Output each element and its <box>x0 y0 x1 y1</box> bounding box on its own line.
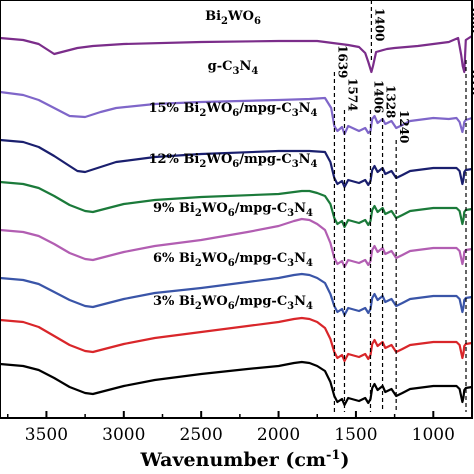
series-label-6: 3% Bi2WO6/mpg-C3N4 <box>153 294 313 312</box>
peak-label-1574: 1574 <box>345 78 359 111</box>
series-line-7 <box>0 360 473 407</box>
x-axis-ticks: 3500 3000 2500 2000 1500 1000 <box>6 411 455 445</box>
x-axis-title: Wavenumber (cm-1) <box>140 448 350 471</box>
series-line-5 <box>0 272 473 317</box>
series-line-1 <box>0 90 473 136</box>
peak-label-1240: 1240 <box>397 110 411 143</box>
x-tick-label-3500: 3500 <box>25 425 68 445</box>
series-label-5: 6% Bi2WO6/mpg-C3N4 <box>153 251 313 269</box>
x-tick-label-1500: 1500 <box>334 425 377 445</box>
series-line-4 <box>0 217 473 269</box>
plot-frame <box>0 0 473 419</box>
peak-label-1639: 1639 <box>335 45 349 78</box>
peak-label-1328: 1328 <box>384 85 398 118</box>
series-label-2: 15% Bi2WO6/mpg-C3N4 <box>148 101 317 119</box>
x-tick-label-2500: 2500 <box>180 425 223 445</box>
series-label-3: 12% Bi2WO6/mpg-C3N4 <box>148 152 317 170</box>
series-labels: Bi2WO6 g-C3N4 15% Bi2WO6/mpg-C3N4 12% Bi2WO… <box>148 9 317 312</box>
x-tick-label-2000: 2000 <box>257 425 300 445</box>
peak-label-1400: 1400 <box>372 8 386 41</box>
series-line-2 <box>0 138 473 189</box>
series-line-3 <box>0 180 473 229</box>
peak-label-1406: 1406 <box>371 80 385 113</box>
peak-guide-lines <box>333 0 467 412</box>
series-label-4: 9% Bi2WO6/mpg-C3N4 <box>153 201 313 219</box>
x-tick-label-1000: 1000 <box>412 425 455 445</box>
series-line-0 <box>0 35 473 74</box>
series-lines <box>0 35 473 407</box>
x-tick-label-3000: 3000 <box>102 425 145 445</box>
series-label-1: g-C3N4 <box>208 59 259 77</box>
series-label-0: Bi2WO6 <box>205 9 261 27</box>
series-line-6 <box>0 316 473 363</box>
